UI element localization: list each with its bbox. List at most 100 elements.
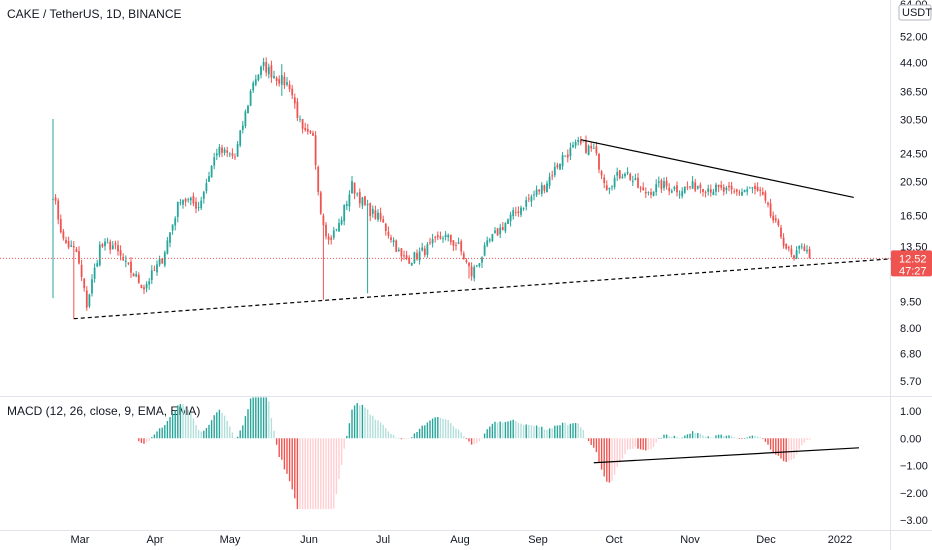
- candle: [382, 215, 385, 223]
- macd-indicator-label[interactable]: MACD (12, 26, close, 9, EMA, EMA): [7, 404, 201, 418]
- macd-bar: [704, 436, 707, 439]
- macd-bar: [426, 422, 429, 439]
- candle: [759, 186, 762, 197]
- candle-body: [260, 66, 262, 76]
- candle: [689, 186, 691, 190]
- candle: [559, 163, 561, 171]
- candle-body: [473, 267, 476, 279]
- macd-bar: [803, 438, 806, 443]
- candle-body: [748, 187, 751, 189]
- macd-bar: [468, 438, 470, 442]
- candle-body: [91, 279, 93, 294]
- time-tick-label: Dec: [756, 534, 776, 546]
- candle: [184, 197, 187, 207]
- candle: [579, 136, 582, 146]
- macd-bar: [369, 414, 371, 439]
- price-tick-label: 30.50: [900, 115, 928, 127]
- symbol-title[interactable]: CAKE / TetherUS, 1D, BINANCE: [7, 7, 182, 21]
- candle: [592, 143, 595, 150]
- candle-body: [494, 230, 496, 234]
- candle: [353, 182, 356, 200]
- candle: [678, 190, 681, 199]
- macd-bar: [385, 428, 387, 439]
- candle: [280, 64, 283, 96]
- macd-bar: [288, 438, 291, 482]
- candle-body: [239, 130, 242, 146]
- candle: [595, 141, 598, 156]
- candle-body: [166, 240, 169, 254]
- macd-bar: [260, 397, 262, 439]
- macd-bar: [715, 435, 717, 439]
- candle: [244, 109, 247, 129]
- macd-bar: [795, 438, 798, 455]
- candle-body: [496, 228, 499, 236]
- candle-body: [59, 219, 62, 233]
- candle-body: [379, 212, 382, 220]
- candle-body: [130, 261, 132, 273]
- candle: [447, 233, 450, 242]
- time-tick-label: Jun: [300, 534, 318, 546]
- candle: [722, 184, 725, 196]
- candle-body: [161, 258, 164, 264]
- candles-layer: [52, 57, 811, 319]
- macd-bar: [645, 438, 647, 451]
- candle-body: [335, 229, 338, 230]
- candle: [124, 255, 127, 268]
- candle: [356, 192, 359, 197]
- candle-body: [345, 204, 348, 206]
- macd-bar: [452, 426, 455, 439]
- candle: [283, 72, 286, 89]
- macd-bar: [200, 431, 202, 439]
- macd-bar: [764, 438, 767, 442]
- macd-bar: [273, 430, 275, 439]
- macd-bar: [392, 434, 395, 439]
- candle: [57, 198, 60, 225]
- candle: [507, 218, 509, 225]
- candle: [785, 243, 788, 250]
- candle: [631, 175, 634, 186]
- macd-bar: [663, 434, 665, 439]
- candle-body: [504, 223, 507, 232]
- macd-bar: [665, 434, 668, 439]
- macd-bar: [351, 409, 353, 439]
- candle: [642, 182, 645, 191]
- macd-bar: [751, 435, 754, 439]
- candle: [668, 183, 671, 196]
- candle: [748, 186, 751, 189]
- candle-body: [452, 240, 455, 246]
- candle-body: [743, 190, 746, 193]
- candle: [143, 284, 145, 294]
- candle-body: [808, 249, 811, 259]
- macd-bar: [481, 438, 483, 439]
- candle: [702, 188, 704, 197]
- macd-bar: [691, 431, 694, 439]
- candle: [491, 233, 494, 243]
- candle-body: [377, 212, 379, 220]
- candle: [314, 131, 317, 170]
- macd-bar: [538, 427, 540, 439]
- candle-body: [689, 186, 691, 188]
- candle: [481, 256, 483, 268]
- candle: [473, 264, 476, 282]
- candle: [70, 240, 73, 248]
- candle: [319, 190, 322, 216]
- macd-bar: [546, 429, 548, 439]
- candle-body: [137, 274, 140, 283]
- candle: [93, 263, 96, 283]
- macd-bar: [182, 404, 184, 439]
- macd-bar: [689, 433, 691, 439]
- candle-body: [247, 105, 249, 114]
- macd-bar: [621, 438, 624, 459]
- macd-bar: [572, 423, 574, 439]
- candle-body: [790, 248, 793, 255]
- macd-bar: [598, 438, 600, 462]
- candle-body: [202, 191, 205, 199]
- macd-bar: [624, 438, 626, 455]
- macd-bar: [343, 438, 345, 449]
- candle: [756, 182, 759, 192]
- candle-body: [358, 192, 361, 204]
- candle: [135, 271, 138, 278]
- candle: [712, 188, 715, 196]
